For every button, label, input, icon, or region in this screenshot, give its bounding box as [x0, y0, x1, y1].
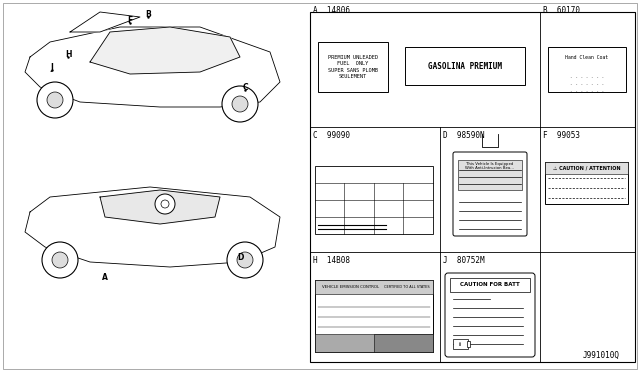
Polygon shape — [25, 187, 280, 267]
Text: - - - - - - -: - - - - - - - — [570, 75, 604, 79]
Text: CERTIFIED TO ALL STATES: CERTIFIED TO ALL STATES — [384, 285, 430, 289]
Text: D: D — [237, 253, 243, 262]
Bar — [315, 280, 433, 294]
Circle shape — [222, 86, 258, 122]
Bar — [315, 280, 433, 352]
Text: H: H — [65, 49, 71, 58]
Text: CAUTION FOR BATT: CAUTION FOR BATT — [460, 282, 520, 288]
Text: - - - - - - -: - - - - - - - — [570, 89, 604, 93]
Circle shape — [232, 96, 248, 112]
Text: PREMIUM UNLEADED
FUEL  ONLY
SUPER SANS PLOMB
SEULEMENT: PREMIUM UNLEADED FUEL ONLY SUPER SANS PL… — [328, 55, 378, 79]
Circle shape — [37, 82, 73, 118]
Text: J: J — [51, 62, 53, 71]
Text: F: F — [127, 16, 132, 25]
Bar — [453, 339, 468, 349]
Bar — [458, 160, 522, 190]
Polygon shape — [70, 12, 140, 32]
Bar — [545, 162, 628, 204]
Text: J  80752M: J 80752M — [443, 256, 484, 265]
Text: C  99090: C 99090 — [313, 131, 350, 140]
Circle shape — [237, 252, 253, 268]
Text: H  14B08: H 14B08 — [313, 256, 350, 265]
Text: B: B — [145, 10, 151, 19]
Circle shape — [52, 252, 68, 268]
Circle shape — [227, 242, 263, 278]
Text: - - - - - - -: - - - - - - - — [570, 82, 604, 86]
Bar — [315, 166, 433, 234]
Text: This Vehicle Is Equipped
With Anti-Intrusion Bea...: This Vehicle Is Equipped With Anti-Intru… — [465, 161, 515, 170]
Polygon shape — [90, 27, 240, 74]
Polygon shape — [100, 190, 220, 224]
Bar — [545, 162, 628, 174]
Text: ⚠ CAUTION / ATTENTION: ⚠ CAUTION / ATTENTION — [553, 166, 620, 170]
Text: B  60170: B 60170 — [543, 6, 580, 15]
Bar — [467, 341, 470, 347]
Bar — [374, 334, 433, 352]
Polygon shape — [25, 27, 280, 107]
Bar — [310, 12, 635, 362]
Text: GASOLINA PREMIUM: GASOLINA PREMIUM — [428, 61, 502, 71]
Text: F  99053: F 99053 — [543, 131, 580, 140]
Text: Hand Clean Coat: Hand Clean Coat — [565, 55, 609, 60]
Bar — [315, 334, 433, 352]
Circle shape — [47, 92, 63, 108]
Bar — [405, 47, 525, 85]
Text: D  98590N: D 98590N — [443, 131, 484, 140]
FancyBboxPatch shape — [453, 152, 527, 236]
Text: J991010Q: J991010Q — [583, 351, 620, 360]
Bar — [5, 6, 310, 366]
Bar — [318, 42, 388, 92]
Text: C: C — [242, 83, 248, 92]
Text: A: A — [102, 273, 108, 282]
Bar — [548, 47, 626, 92]
Bar — [450, 278, 530, 292]
Text: A  14806: A 14806 — [313, 6, 350, 15]
Circle shape — [42, 242, 78, 278]
Circle shape — [155, 194, 175, 214]
Text: ii: ii — [458, 341, 461, 346]
Text: VEHICLE EMISSION CONTROL: VEHICLE EMISSION CONTROL — [322, 285, 379, 289]
FancyBboxPatch shape — [445, 273, 535, 357]
Circle shape — [161, 200, 169, 208]
